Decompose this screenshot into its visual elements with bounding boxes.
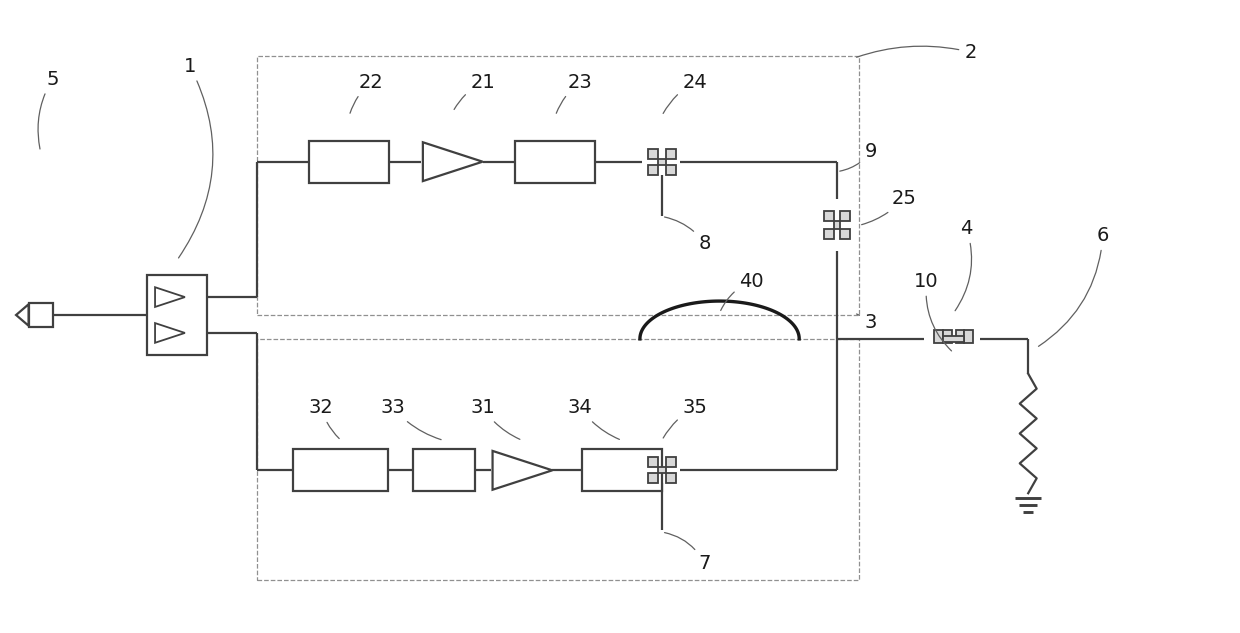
Text: 7: 7 [665,532,711,573]
Text: 9: 9 [839,142,877,171]
Bar [839,229,849,239]
Bar [666,149,676,159]
Text: 4: 4 [955,219,972,311]
Bar [942,336,965,342]
Bar [658,467,666,473]
Text: 22: 22 [350,73,383,113]
Text: 31: 31 [470,398,520,439]
Bar [647,149,658,159]
Bar [647,165,658,175]
Text: 2: 2 [857,42,977,61]
Text: 5: 5 [38,70,58,149]
Text: 1: 1 [179,56,213,258]
Bar [257,56,859,315]
Text: 34: 34 [568,398,620,439]
Bar [956,330,965,343]
Bar [839,211,849,222]
Text: 10: 10 [914,272,951,351]
Bar [647,458,658,467]
Bar [666,458,676,467]
Text: 33: 33 [381,398,441,440]
Text: 21: 21 [454,73,495,110]
Bar [647,473,658,483]
Text: 32: 32 [309,398,340,439]
Bar [825,211,835,222]
Bar [658,159,666,165]
Bar [825,229,835,239]
Text: 8: 8 [665,217,711,253]
Text: 40: 40 [720,272,764,310]
Text: 35: 35 [663,398,707,438]
Bar [666,473,676,483]
Bar [257,339,859,580]
Text: 6: 6 [1038,226,1109,346]
Text: 3: 3 [857,313,877,332]
Bar [835,222,839,229]
Bar [582,449,662,491]
Text: 23: 23 [557,73,593,113]
Bar [516,141,595,182]
Bar [309,141,389,182]
Bar [148,275,207,355]
Text: 24: 24 [663,73,707,113]
Bar [413,449,475,491]
Bar [294,449,388,491]
Bar [934,330,942,343]
Text: 25: 25 [862,189,916,225]
Bar [965,330,973,343]
Bar [29,303,52,327]
Bar [666,165,676,175]
Bar [942,330,951,343]
